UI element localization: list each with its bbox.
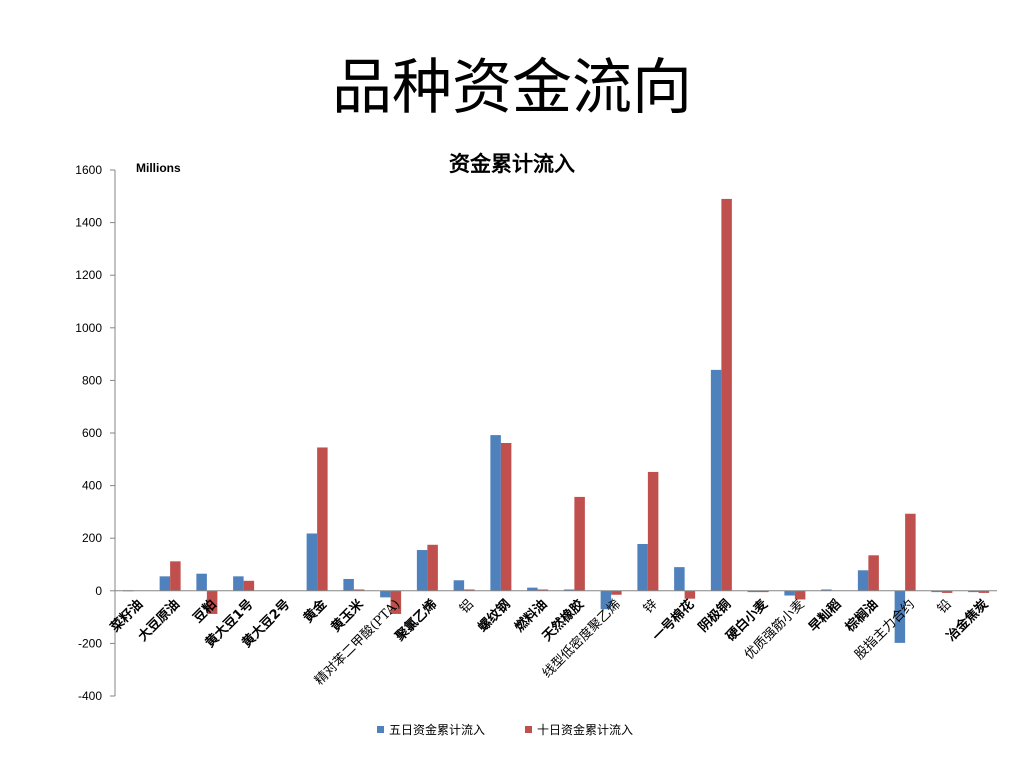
y-tick-label: 1400 (75, 216, 102, 230)
bar-ten-day-3 (243, 580, 255, 591)
bar-five-day-18 (784, 590, 795, 596)
bar-ten-day-9 (464, 589, 475, 591)
bar-five-day-9 (453, 580, 465, 591)
bar-five-day-16 (710, 369, 722, 591)
x-category-label: 锌 (641, 597, 661, 617)
bar-five-day-7 (380, 590, 391, 598)
y-tick-label: 200 (82, 531, 102, 545)
bar-five-day-22 (931, 590, 942, 593)
bar-ten-day-5 (317, 447, 328, 591)
bar-five-day-20 (857, 570, 869, 591)
bar-ten-day-22 (941, 590, 953, 593)
bar-ten-day-2 (206, 590, 218, 614)
bar-ten-day-1 (170, 561, 181, 591)
bar-ten-day-7 (390, 590, 402, 614)
x-category-label: 铅 (935, 597, 955, 617)
bar-five-day-14 (637, 543, 648, 591)
bar-ten-day-21 (905, 513, 916, 591)
bar-five-day-13 (600, 590, 612, 610)
bar-five-day-1 (159, 576, 171, 591)
y-tick-label: 1000 (75, 321, 102, 335)
bar-five-day-10 (490, 435, 501, 591)
bar-ten-day-16 (721, 198, 732, 591)
bar-ten-day-13 (611, 590, 622, 595)
y-tick-label: 1600 (75, 163, 102, 177)
y-tick-label: 0 (95, 584, 102, 598)
bar-ten-day-11 (537, 589, 549, 591)
bar-five-day-6 (343, 578, 354, 591)
bar-ten-day-20 (868, 555, 879, 591)
y-tick-label: 600 (82, 426, 102, 440)
bar-five-day-21 (894, 590, 906, 643)
bar-ten-day-23 (978, 590, 990, 593)
bar-ten-day-6 (353, 589, 365, 591)
bar-five-day-17 (747, 590, 759, 593)
bar-five-day-11 (527, 587, 538, 591)
x-category-label: 早籼稻 (806, 596, 845, 635)
y-tick-label: -400 (78, 689, 102, 703)
bar-five-day-15 (674, 567, 685, 591)
chart-title: 资金累计流入 (449, 152, 575, 176)
y-tick-label: 800 (82, 373, 102, 387)
y-tick-label: 400 (82, 479, 102, 493)
bar-ten-day-10 (500, 442, 512, 591)
bar-ten-day-8 (427, 544, 438, 591)
bar-five-day-8 (416, 550, 428, 591)
bar-five-day-19 (821, 589, 832, 591)
y-tick-label: 1200 (75, 268, 102, 282)
y-tick-labels: -400 -200 0 200 400 600 800 1000 1200 1400 1600 (75, 163, 102, 703)
bar-ten-day-18 (794, 590, 806, 600)
x-category-label: 黄金 (300, 596, 330, 626)
bar-five-day-2 (196, 573, 207, 591)
legend: 五日资金累计流入 十日资金累计流入 (377, 722, 633, 737)
legend-swatch (377, 726, 384, 733)
bar-ten-day-14 (647, 471, 659, 591)
legend-label: 十日资金累计流入 (537, 722, 633, 737)
bar-ten-day-17 (758, 590, 769, 593)
bar-five-day-5 (306, 533, 318, 591)
slide-title: 品种资金流向 (332, 53, 692, 123)
bar-five-day-23 (968, 590, 979, 593)
bar-five-day-12 (563, 589, 575, 591)
bar-ten-day-12 (574, 496, 585, 591)
x-category-label: 铝 (457, 597, 477, 617)
x-category-labels: 菜籽油大豆原油 豆粕黄大豆1号黄大豆2号 黄金黄玉米精对苯二甲酸(PTA)聚氯乙烯铝… (107, 596, 992, 689)
unit-label: Millions (136, 161, 181, 175)
axes-group (110, 169, 997, 697)
legend-label: 五日资金累计流入 (389, 722, 485, 737)
bar-ten-day-15 (684, 590, 696, 599)
bars-group (122, 198, 990, 643)
x-category-label: 螺纹钢 (475, 596, 514, 635)
y-tick-label: -200 (78, 636, 102, 650)
bar-five-day-3 (233, 576, 244, 591)
legend-swatch (525, 726, 532, 733)
